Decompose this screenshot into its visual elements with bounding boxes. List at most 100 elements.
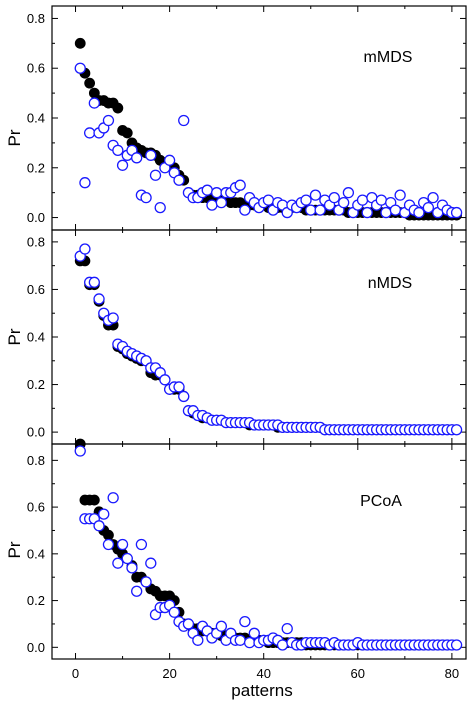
- data-point-filled: [121, 127, 133, 139]
- y-tick-label: 0.8: [27, 234, 45, 249]
- data-point-open: [234, 634, 246, 646]
- data-point-open: [389, 204, 402, 216]
- x-axis-label: patterns: [231, 681, 292, 700]
- y-tick-label: 0.0: [27, 210, 45, 225]
- data-point-open: [173, 174, 185, 186]
- data-point-open: [140, 191, 152, 204]
- data-point-open: [361, 206, 373, 219]
- data-point-open: [116, 538, 129, 551]
- data-point-open: [126, 562, 138, 574]
- data-point-open: [262, 194, 275, 206]
- data-point-open: [182, 618, 195, 630]
- y-axis-label: Pr: [5, 541, 24, 558]
- y-axis-label: Pr: [5, 328, 24, 345]
- data-point-open: [149, 169, 162, 181]
- data-point-open: [239, 615, 251, 628]
- panel-title: mMDS: [364, 49, 413, 66]
- x-tick-label: 0: [72, 666, 79, 681]
- data-point-open: [239, 204, 251, 216]
- data-point-open: [201, 184, 213, 196]
- data-point-open: [83, 127, 96, 139]
- data-point-open: [88, 276, 100, 288]
- data-point-open: [107, 492, 119, 504]
- plot-frame: [51, 443, 467, 660]
- panel-2: 0.0 0.2 0.4 0.6 0.8 Pr nMDS: [5, 229, 467, 445]
- data-point-filled: [84, 77, 96, 89]
- data-point-open: [192, 634, 204, 646]
- data-point-open: [215, 196, 228, 209]
- data-point-open: [427, 191, 439, 204]
- data-point-open: [145, 149, 157, 161]
- y-tick-label: 0.2: [27, 160, 45, 175]
- x-tick-label: 40: [256, 666, 270, 681]
- series-2: [74, 62, 463, 219]
- data-point-open: [140, 576, 152, 588]
- data-point-open: [380, 206, 392, 219]
- y-axis-label: Pr: [5, 129, 24, 146]
- data-point-open: [102, 114, 115, 127]
- data-point-open: [248, 627, 260, 639]
- y-tick-label: 0.8: [27, 11, 45, 26]
- data-point-open: [413, 206, 425, 219]
- series-2: [74, 243, 463, 436]
- data-point-open: [93, 520, 105, 532]
- data-point-filled: [112, 102, 124, 114]
- y-tick-label: 0.0: [27, 640, 45, 655]
- data-point-open: [178, 114, 190, 127]
- data-point-open: [394, 189, 406, 201]
- data-point-open: [178, 390, 190, 403]
- data-point-open: [74, 445, 86, 457]
- data-point-open: [356, 194, 369, 206]
- y-tick-label: 0.4: [27, 330, 45, 345]
- data-point-open: [168, 606, 180, 618]
- data-point-open: [234, 179, 246, 191]
- data-point-open: [131, 152, 143, 164]
- panel-title: PCoA: [360, 493, 402, 510]
- data-point-open: [107, 312, 119, 324]
- y-tick-label: 0.2: [27, 593, 45, 608]
- data-point-open: [145, 557, 157, 569]
- data-point-open: [422, 201, 435, 214]
- panel-3: 0.0 0.2 0.4 0.6 0.8 0 20 40 60 80 Pr patterns PCoA: [5, 438, 467, 700]
- data-point-filled: [88, 494, 100, 506]
- y-tick-label: 0.4: [27, 111, 45, 126]
- series-2: [74, 445, 463, 651]
- data-point-open: [116, 159, 129, 171]
- panel-title: nMDS: [368, 275, 412, 292]
- data-point-open: [328, 191, 340, 204]
- y-tick-label: 0.4: [27, 546, 45, 561]
- data-point-open: [112, 144, 124, 157]
- data-point-open: [338, 196, 350, 209]
- data-point-open: [206, 199, 218, 211]
- data-point-open: [243, 636, 256, 649]
- x-tick-label: 20: [162, 666, 176, 681]
- data-point-open: [135, 538, 148, 551]
- panel-1: 0.0 0.2 0.4 0.6 0.8 Pr mMDS: [5, 5, 467, 231]
- data-point-open: [79, 243, 91, 255]
- data-point-open: [215, 620, 228, 632]
- data-point-open: [154, 201, 166, 214]
- data-point-open: [159, 374, 171, 386]
- data-point-open: [300, 194, 312, 206]
- y-tick-label: 0.6: [27, 282, 45, 297]
- data-point-open: [74, 62, 86, 74]
- data-point-open: [450, 424, 463, 436]
- data-point-open: [112, 557, 124, 569]
- data-point-open: [211, 187, 223, 199]
- data-point-open: [450, 639, 463, 651]
- y-tick-label: 0.2: [27, 377, 45, 392]
- plot-frame: [51, 229, 467, 445]
- y-tick-label: 0.6: [27, 500, 45, 515]
- data-point-open: [281, 622, 293, 635]
- y-tick-label: 0.0: [27, 425, 45, 440]
- data-point-open: [314, 204, 326, 216]
- x-tick-label: 60: [351, 666, 365, 681]
- data-point-open: [450, 206, 463, 219]
- data-point-open: [309, 189, 322, 201]
- data-point-open: [342, 187, 355, 199]
- series-1: [74, 438, 462, 651]
- y-tick-label: 0.6: [27, 61, 45, 76]
- data-point-open: [93, 293, 105, 305]
